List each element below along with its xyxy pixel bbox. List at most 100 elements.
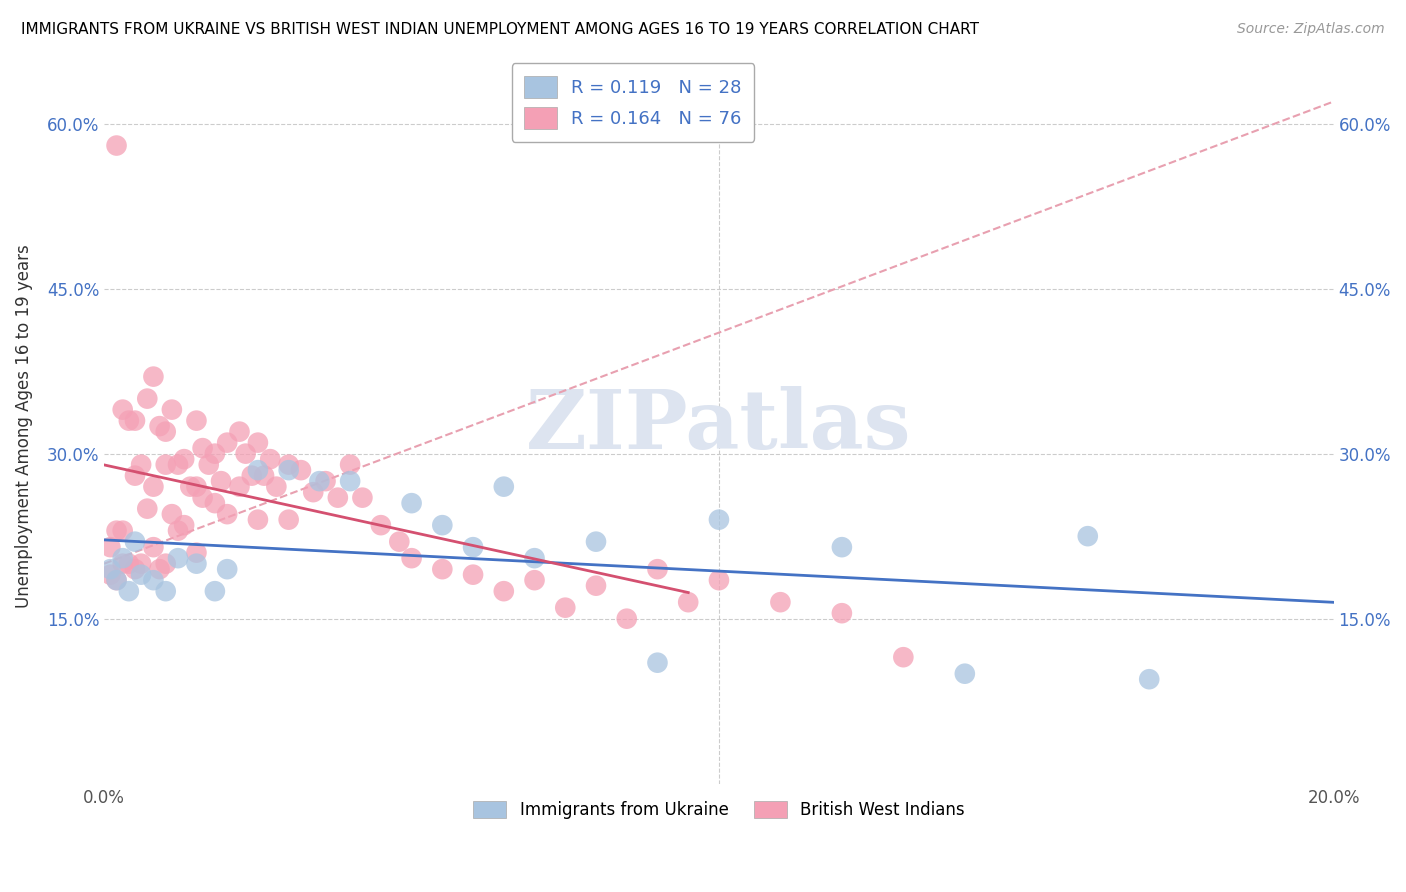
Point xyxy=(554,600,576,615)
Point xyxy=(191,441,214,455)
Point xyxy=(129,567,152,582)
Point xyxy=(523,573,546,587)
Point xyxy=(277,463,299,477)
Point xyxy=(401,496,423,510)
Point xyxy=(492,584,515,599)
Point xyxy=(246,435,269,450)
Point xyxy=(461,540,484,554)
Point xyxy=(111,557,134,571)
Point xyxy=(105,524,128,538)
Point xyxy=(461,567,484,582)
Point xyxy=(1137,672,1160,686)
Point xyxy=(228,425,250,439)
Point xyxy=(204,496,226,510)
Point xyxy=(105,138,128,153)
Point xyxy=(142,369,165,384)
Point xyxy=(148,562,170,576)
Point xyxy=(167,551,190,566)
Point xyxy=(302,485,325,500)
Point xyxy=(136,501,159,516)
Point xyxy=(769,595,792,609)
Point xyxy=(142,540,165,554)
Point xyxy=(186,414,208,428)
Point xyxy=(118,557,141,571)
Point xyxy=(432,562,454,576)
Point xyxy=(401,551,423,566)
Point xyxy=(118,584,141,599)
Point xyxy=(105,573,128,587)
Point xyxy=(253,468,276,483)
Point xyxy=(100,562,122,576)
Point xyxy=(142,480,165,494)
Text: IMMIGRANTS FROM UKRAINE VS BRITISH WEST INDIAN UNEMPLOYMENT AMONG AGES 16 TO 19 : IMMIGRANTS FROM UKRAINE VS BRITISH WEST … xyxy=(21,22,979,37)
Point xyxy=(616,612,638,626)
Point xyxy=(191,491,214,505)
Point xyxy=(339,474,361,488)
Point xyxy=(585,579,607,593)
Point xyxy=(1077,529,1099,543)
Point xyxy=(707,573,730,587)
Point xyxy=(266,480,288,494)
Point xyxy=(585,534,607,549)
Point xyxy=(124,562,146,576)
Legend: Immigrants from Ukraine, British West Indians: Immigrants from Ukraine, British West In… xyxy=(467,794,972,825)
Point xyxy=(197,458,219,472)
Point xyxy=(124,468,146,483)
Point xyxy=(124,414,146,428)
Point xyxy=(707,513,730,527)
Point xyxy=(111,402,134,417)
Point xyxy=(155,557,177,571)
Point xyxy=(186,557,208,571)
Point xyxy=(155,425,177,439)
Point xyxy=(432,518,454,533)
Point xyxy=(173,518,195,533)
Point xyxy=(326,491,349,505)
Point xyxy=(100,567,122,582)
Point xyxy=(142,573,165,587)
Point xyxy=(155,458,177,472)
Point xyxy=(228,480,250,494)
Point xyxy=(173,452,195,467)
Point xyxy=(167,524,190,538)
Point xyxy=(246,513,269,527)
Point xyxy=(831,540,853,554)
Point xyxy=(209,474,232,488)
Point xyxy=(523,551,546,566)
Point xyxy=(204,584,226,599)
Point xyxy=(217,507,239,521)
Point xyxy=(167,458,190,472)
Point xyxy=(111,551,134,566)
Y-axis label: Unemployment Among Ages 16 to 19 years: Unemployment Among Ages 16 to 19 years xyxy=(15,244,32,608)
Point xyxy=(129,458,152,472)
Point xyxy=(118,414,141,428)
Point xyxy=(124,534,146,549)
Point xyxy=(160,507,183,521)
Point xyxy=(155,584,177,599)
Point xyxy=(204,447,226,461)
Point xyxy=(240,468,263,483)
Point xyxy=(339,458,361,472)
Point xyxy=(891,650,914,665)
Point xyxy=(186,546,208,560)
Point xyxy=(388,534,411,549)
Point xyxy=(370,518,392,533)
Point xyxy=(492,480,515,494)
Point xyxy=(676,595,699,609)
Point xyxy=(277,513,299,527)
Point xyxy=(100,540,122,554)
Point xyxy=(105,573,128,587)
Point xyxy=(647,656,669,670)
Point xyxy=(217,562,239,576)
Point xyxy=(277,458,299,472)
Point xyxy=(136,392,159,406)
Point xyxy=(352,491,374,505)
Point xyxy=(953,666,976,681)
Point xyxy=(148,419,170,434)
Point xyxy=(217,435,239,450)
Point xyxy=(179,480,201,494)
Point xyxy=(308,474,330,488)
Point xyxy=(831,606,853,620)
Point xyxy=(259,452,281,467)
Point xyxy=(647,562,669,576)
Point xyxy=(129,557,152,571)
